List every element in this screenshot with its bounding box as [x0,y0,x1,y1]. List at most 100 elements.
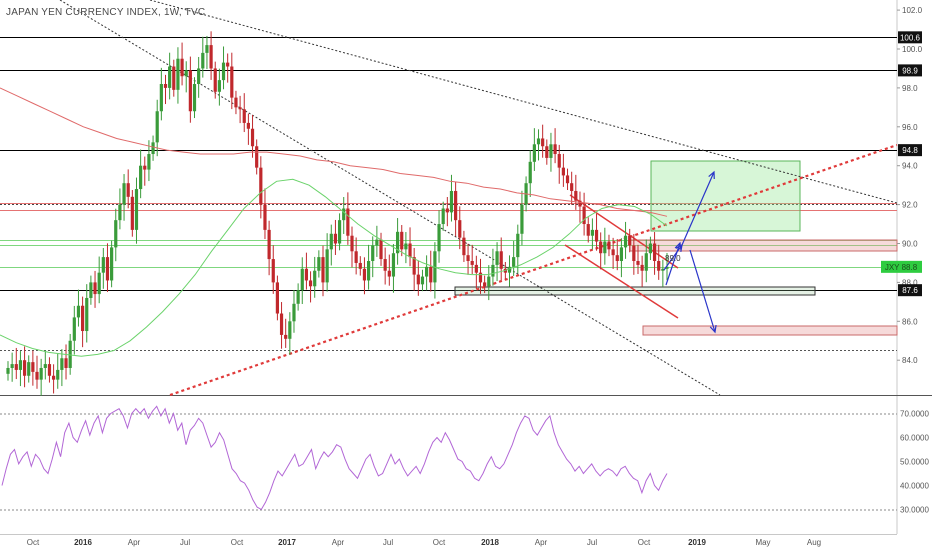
candle-body [391,253,396,277]
chart-drawings [59,0,898,397]
candle-body [313,270,317,287]
candle-body [644,253,648,271]
candle-body [105,257,110,281]
price-tick-label: 102.0 [902,6,923,15]
candle-body [362,268,367,281]
candle-body [238,107,242,110]
candle-body [118,204,122,221]
candle-body [371,245,375,262]
candle-body [163,84,168,88]
candle-body [487,276,491,287]
candle-body [416,274,420,285]
candle-body [250,128,255,147]
candle-body [39,367,43,380]
candle-body [582,206,586,225]
candle-body [308,280,313,287]
grid [0,37,897,351]
candle-body [458,220,462,238]
candle-body [325,249,329,283]
time-tick-label: Jul [587,538,597,547]
time-tick-label: Oct [231,538,244,547]
candle-body [139,165,143,190]
candle-body [541,138,545,147]
candle-body [267,229,271,260]
candle-body [234,97,238,108]
candle-body [64,358,68,368]
candle-body [470,261,474,265]
candle-body [553,144,557,155]
candle-body [445,208,449,213]
rsi-axis[interactable]: 70.0000 60.0000 50.0000 40.0000 30.0000 [900,410,929,515]
price-tick-label: 94.0 [902,162,918,171]
candle-body [412,257,416,275]
candle-body [400,231,404,250]
candle-body [495,251,499,265]
candle-body [570,183,574,191]
candle-body [640,264,644,271]
time-tick-label: Aug [807,538,821,547]
price-axis[interactable]: 102.0 100.0 98.0 96.0 94.0 92.0 90.0 88.0 86.0 84… [897,6,923,365]
candle-body [652,243,657,262]
candle-body [151,142,155,155]
ma-200-line [0,87,668,217]
rsi-pane [0,405,897,511]
candle-body [586,224,590,236]
candle-body [420,276,425,285]
candle-body [574,190,578,201]
price-tag-label: 94.8 [902,146,918,155]
candle-body [337,220,342,244]
trend-line [59,0,721,396]
candle-body [425,266,429,277]
candle-body [35,371,39,380]
candle-body [300,268,304,291]
candle-body [226,62,230,67]
time-tick-label: 2017 [278,538,296,547]
chart-title: JAPAN YEN CURRENCY INDEX, 1W, TVC [6,7,205,18]
candle-body [213,68,217,92]
candle-body [366,261,371,281]
candle-body [379,239,383,260]
price-tag-label: 98.9 [902,66,918,75]
candle-body [93,282,97,295]
candle-body [168,66,172,88]
candle-body [383,259,387,271]
candle-body [611,249,615,256]
candle-body [155,111,159,143]
channel-upper [569,194,679,269]
candle-body [661,268,665,271]
price-tag-label: 100.6 [900,33,921,42]
candle-body [296,290,300,304]
candle-body [507,266,512,273]
candle-body [51,375,56,380]
candle-body [387,270,391,277]
candle-body [594,229,599,242]
price-tick-label: 100.0 [902,45,923,54]
candle-body [159,84,163,112]
candle-body [483,282,487,287]
candle-body [454,190,458,221]
candle-body [292,303,296,322]
time-tick-label: Oct [638,538,651,547]
time-axis[interactable]: Oct 2016 Apr Jul Oct 2017 Apr Jul Oct 2018 Apr Jul O… [27,538,821,547]
candle-body [31,362,35,372]
candle-body [528,161,532,184]
time-tick-label: Apr [128,538,141,547]
candle-body [205,45,209,53]
candle-body [263,204,267,230]
candle-body [561,167,565,176]
candle-body [22,360,27,376]
trend-line-red [169,143,898,397]
candle-body [101,257,105,273]
candle-body [14,364,18,370]
candle-body [172,66,176,90]
candle-body [275,282,280,314]
candle-body [536,138,541,145]
moving-averages [0,87,668,357]
time-tick-label: 2016 [74,538,92,547]
candle-body [230,66,234,98]
current-price-label: JXY 88.8 [885,263,918,272]
candle-body [545,146,549,158]
candle-body [636,261,640,265]
forecast-arrow [689,249,716,333]
